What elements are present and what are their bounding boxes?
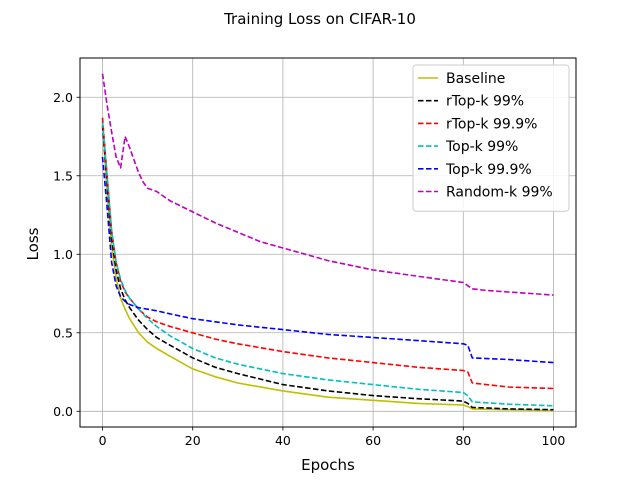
axis-ticks: 0 20 40 60 80 100 0.0 0.5 1.0 1.5 2.0 xyxy=(53,90,565,448)
series-lines xyxy=(101,73,554,412)
legend-label: rTop-k 99.9% xyxy=(446,116,537,132)
y-tick-label: 0.0 xyxy=(53,404,73,419)
legend-label: Top-k 99% xyxy=(445,139,518,155)
x-tick-label: 100 xyxy=(542,433,566,448)
y-axis-label: Loss xyxy=(24,227,42,260)
y-tick-label: 1.0 xyxy=(53,247,73,262)
legend-label: Baseline xyxy=(446,71,505,87)
y-tick-label: 2.0 xyxy=(53,90,73,105)
series-line-top-k-99- xyxy=(101,122,554,407)
series-line-random-k-99- xyxy=(101,73,554,296)
series-line-rtop-k-99- xyxy=(101,125,554,411)
y-tick-label: 0.5 xyxy=(53,325,73,340)
y-tick-label: 1.5 xyxy=(53,168,73,183)
plot-frame xyxy=(79,57,577,428)
x-tick-label: 80 xyxy=(455,433,471,448)
x-axis-label: Epochs xyxy=(301,456,355,474)
x-tick-label: 60 xyxy=(365,433,381,448)
series-line-rtop-k-99-9- xyxy=(101,117,554,390)
legend-label: Top-k 99.9% xyxy=(445,162,532,178)
x-tick-label: 0 xyxy=(99,433,107,448)
x-tick-label: 20 xyxy=(185,433,201,448)
legend-box xyxy=(412,64,570,212)
legend-label: Random-k 99% xyxy=(446,185,553,201)
legend-label: rTop-k 99% xyxy=(446,94,524,110)
series-line-top-k-99-9- xyxy=(101,156,554,364)
legend: Baseline rTop-k 99% rTop-k 99.9% Top-k 99% T… xyxy=(412,64,570,212)
chart-title: Training Loss on CIFAR-10 xyxy=(223,10,416,28)
x-tick-label: 40 xyxy=(275,433,291,448)
